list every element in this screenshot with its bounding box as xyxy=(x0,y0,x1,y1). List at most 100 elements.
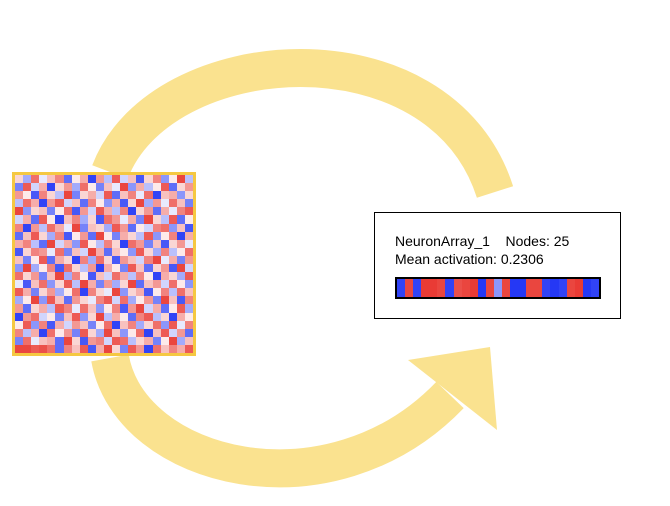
weight-cell xyxy=(71,312,80,321)
weight-cell xyxy=(103,247,113,256)
weight-cell xyxy=(31,288,40,297)
weight-cell xyxy=(79,223,88,232)
weight-cell xyxy=(128,231,137,240)
weight-cell xyxy=(184,207,193,216)
weight-cell xyxy=(144,255,153,264)
weight-cell xyxy=(47,304,56,313)
weight-cell xyxy=(152,231,161,240)
weight-cell xyxy=(120,328,129,337)
weight-cell xyxy=(47,272,56,281)
weight-cell xyxy=(39,272,48,281)
weight-cell xyxy=(95,344,104,353)
weight-cell xyxy=(79,312,88,321)
weight-cell xyxy=(103,272,113,281)
weight-cell xyxy=(160,231,169,240)
weight-cell xyxy=(152,296,161,305)
weight-cell xyxy=(23,312,32,321)
weight-cell xyxy=(87,231,96,240)
weight-cell xyxy=(95,320,104,329)
weight-cell xyxy=(128,336,137,345)
weight-cell xyxy=(160,247,169,256)
weight-cell xyxy=(47,231,56,240)
weight-cell xyxy=(168,288,177,297)
weight-cell xyxy=(95,247,104,256)
weight-cell xyxy=(55,344,64,353)
weight-cell xyxy=(120,296,129,305)
weight-cell xyxy=(23,280,32,289)
weight-cell xyxy=(160,263,169,273)
weight-cell xyxy=(87,183,96,192)
weight-cell xyxy=(184,239,193,248)
weight-cell xyxy=(55,288,64,297)
weight-cell xyxy=(112,304,121,313)
recurrent-arrow-upper-arc xyxy=(92,49,514,199)
weight-cell xyxy=(47,344,56,353)
weight-cell xyxy=(63,320,72,329)
weight-cell xyxy=(79,239,88,248)
weight-cell xyxy=(136,328,145,337)
weight-cell xyxy=(128,223,137,232)
weight-cell xyxy=(95,207,104,216)
weight-cell xyxy=(176,320,185,329)
weight-cell xyxy=(15,247,24,256)
weight-cell xyxy=(184,175,193,184)
weight-cell xyxy=(63,223,72,232)
weight-cell xyxy=(63,304,72,313)
weight-cell xyxy=(168,247,177,256)
weight-cell xyxy=(39,183,48,192)
weight-cell xyxy=(176,296,185,305)
weight-cell xyxy=(47,336,56,345)
activation-segment xyxy=(550,279,559,297)
weight-cell xyxy=(144,183,153,192)
weight-matrix[interactable] xyxy=(12,172,196,356)
weight-cell xyxy=(103,312,113,321)
weight-cell xyxy=(136,247,145,256)
weight-cell xyxy=(39,312,48,321)
weight-cell xyxy=(184,183,193,192)
weight-cell xyxy=(120,320,129,329)
weight-cell xyxy=(63,296,72,305)
weight-cell xyxy=(144,288,153,297)
weight-cell xyxy=(144,175,153,184)
weight-cell xyxy=(31,207,40,216)
activation-segment xyxy=(413,279,422,297)
weight-cell xyxy=(63,272,72,281)
weight-cell xyxy=(103,336,113,345)
activation-segment xyxy=(461,279,470,297)
weight-cell xyxy=(15,288,24,297)
weight-cell xyxy=(15,280,24,289)
weight-cell xyxy=(120,215,129,224)
weight-cell xyxy=(120,207,129,216)
weight-cell xyxy=(112,272,121,281)
activation-segment xyxy=(518,279,527,297)
activation-bar[interactable] xyxy=(395,277,601,299)
weight-cell xyxy=(23,199,32,208)
weight-cell xyxy=(176,191,185,200)
weight-cell xyxy=(95,223,104,232)
weight-cell xyxy=(144,263,153,273)
weight-cell xyxy=(63,247,72,256)
weight-cell xyxy=(95,296,104,305)
weight-cell xyxy=(160,183,169,192)
weight-cell xyxy=(63,239,72,248)
weight-cell xyxy=(79,263,88,273)
weight-cell xyxy=(136,272,145,281)
weight-cell xyxy=(95,336,104,345)
weight-cell xyxy=(87,336,96,345)
weight-cell xyxy=(120,199,129,208)
weight-cell xyxy=(184,247,193,256)
weight-cell xyxy=(39,191,48,200)
weight-cell xyxy=(160,175,169,184)
recurrent-connection-arrow[interactable] xyxy=(91,49,514,488)
weight-cell xyxy=(63,288,72,297)
weight-cell xyxy=(120,191,129,200)
neuron-array-info-panel[interactable]: NeuronArray_1 Nodes: 25 Mean activation:… xyxy=(374,212,621,319)
weight-cell xyxy=(71,328,80,337)
activation-segment xyxy=(566,279,575,297)
weight-cell xyxy=(95,328,104,337)
weight-cell xyxy=(103,223,113,232)
weight-cell xyxy=(152,215,161,224)
weight-cell xyxy=(47,312,56,321)
weight-cell xyxy=(23,247,32,256)
weight-cell xyxy=(136,304,145,313)
